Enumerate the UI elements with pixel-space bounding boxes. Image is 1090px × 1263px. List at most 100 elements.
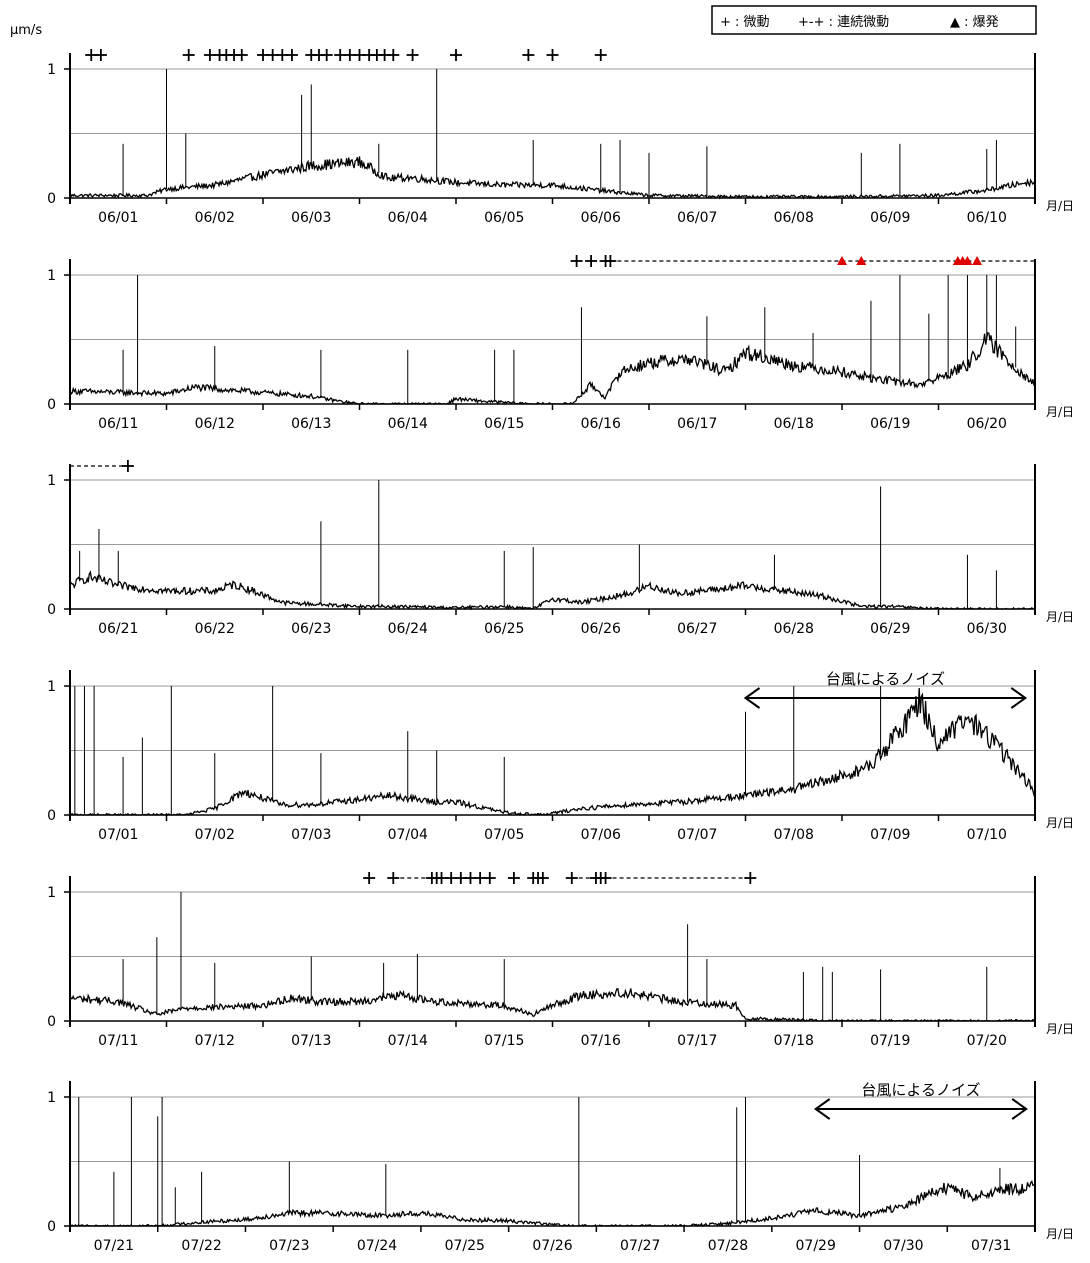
x-tick-label: 06/19 [870,416,910,432]
annotation-arrow-left-head [743,687,761,709]
x-tick-label: 07/27 [620,1238,660,1254]
annotation-arrow-right-head [1011,1098,1028,1120]
x-tick-label: 07/17 [677,1033,717,1049]
panel-5: 0 1 07/11 07/12 07/13 07/14 07/15 07/16 07/17 07/… [47,872,1074,1049]
amplitude-trace [69,156,1036,200]
x-tick-label: 07/04 [388,827,428,843]
x-tick-label: 07/10 [967,827,1007,843]
x-tick-label: 07/30 [883,1238,923,1254]
amplitude-trace [69,331,1036,406]
x-tick-label: 07/26 [532,1238,572,1254]
x-tick-label: 06/23 [291,621,331,637]
x-tick-label: 07/15 [484,1033,524,1049]
annotation-arrow-right-head [1010,687,1028,709]
x-unit-label: 月/日 [1046,610,1074,624]
x-tick-label: 06/17 [677,416,717,432]
y-tick-label: 0 [47,1219,56,1235]
y-tick-label: 1 [47,1090,56,1106]
x-tick-label: 07/25 [445,1238,485,1254]
y-tick-label: 1 [47,679,56,695]
x-tick-label: 06/12 [195,416,235,432]
x-tick-label: 06/24 [388,621,428,637]
amplitude-trace [69,687,1036,817]
x-tick-label: 07/03 [291,827,331,843]
y-tick-label: 0 [47,191,56,207]
x-tick-label: 07/31 [971,1238,1011,1254]
x-tick-label: 07/05 [484,827,524,843]
x-tick-label: 06/22 [195,621,235,637]
x-tick-label: 06/08 [774,210,814,226]
x-unit-label: 月/日 [1046,816,1074,830]
y-tick-label: 1 [47,473,56,489]
x-tick-label: 07/18 [774,1033,814,1049]
x-tick-label: 07/12 [195,1033,235,1049]
eruption-marker [962,256,973,265]
panel-1: 0 1 06/01 06/02 06/03 06/04 06/05 06/06 06/07 06/… [47,49,1074,226]
x-tick-label: 06/18 [774,416,814,432]
y-tick-label: 0 [47,808,56,824]
x-tick-label: 07/23 [269,1238,309,1254]
x-tick-label: 07/29 [796,1238,836,1254]
y-tick-label: 0 [47,602,56,618]
x-tick-label: 07/24 [357,1238,397,1254]
eruption-marker [837,256,847,265]
x-tick-label: 06/02 [195,210,235,226]
x-tick-label: 06/09 [870,210,910,226]
x-tick-label: 06/26 [581,621,621,637]
x-tick-label: 07/07 [677,827,717,843]
amplitude-trace [69,570,1035,611]
x-tick-label: 06/20 [967,416,1007,432]
legend-tremor-label: + : 微動 [720,15,770,30]
x-tick-label: 06/27 [677,621,717,637]
x-tick-label: 06/15 [484,416,524,432]
x-unit-label: 月/日 [1046,1022,1074,1036]
legend-box [711,5,1037,35]
x-tick-label: 06/11 [98,416,138,432]
panel-2: 0 1 06/11 06/12 06/13 06/14 06/15 06/16 06/17 06/… [47,255,1074,432]
x-tick-label: 06/07 [677,210,717,226]
x-tick-label: 06/14 [388,416,428,432]
x-tick-label: 06/29 [870,621,910,637]
x-tick-label: 07/06 [581,827,621,843]
x-tick-label: 06/06 [581,210,621,226]
x-tick-label: 06/03 [291,210,331,226]
x-tick-label: 06/13 [291,416,331,432]
x-tick-label: 06/04 [388,210,428,226]
x-tick-label: 06/05 [484,210,524,226]
x-tick-label: 07/02 [195,827,235,843]
x-tick-label: 07/08 [774,827,814,843]
x-tick-label: 07/09 [870,827,910,843]
y-tick-label: 0 [47,1014,56,1030]
annotation-label: 台風によるノイズ [826,670,945,688]
legend-eruption-label: ▲ : 爆発 [950,15,999,30]
annotation-arrow-left-head [813,1098,831,1120]
x-tick-label: 07/28 [708,1238,748,1254]
x-tick-label: 06/01 [98,210,138,226]
y-tick-label: 1 [47,268,56,284]
annotation-label: 台風によるノイズ [861,1081,980,1099]
panel-3: 0 1 06/21 06/22 06/23 06/24 06/25 06/26 06/27 06/… [47,460,1074,637]
x-tick-label: 07/11 [98,1033,138,1049]
x-tick-label: 06/30 [967,621,1007,637]
x-tick-label: 07/21 [94,1238,134,1254]
x-tick-label: 07/01 [98,827,138,843]
x-tick-label: 07/16 [581,1033,621,1049]
y-tick-label: 1 [47,62,56,78]
amplitude-trace [69,988,1036,1023]
x-tick-label: 06/28 [774,621,814,637]
x-tick-label: 07/19 [870,1033,910,1049]
legend-continuous-label: +-+ : 連続微動 [798,15,889,30]
x-tick-label: 06/16 [581,416,621,432]
eruption-marker [972,256,983,265]
legend: + : 微動 +-+ : 連続微動 ▲ : 爆発 [711,5,1037,35]
y-tick-label: 1 [47,885,56,901]
y-unit-label: μm/s [10,23,42,38]
chart-panels: 0 1 06/01 06/02 06/03 06/04 06/05 06/06 06/07 06/… [47,49,1074,1254]
x-tick-label: 06/21 [98,621,138,637]
amplitude-trace [69,1180,1036,1228]
x-unit-label: 月/日 [1046,199,1074,213]
x-tick-label: 07/14 [388,1033,428,1049]
panel-4: 0 1 07/01 07/02 07/03 07/04 07/05 07/06 07/07 07/… [47,670,1074,843]
x-tick-label: 07/22 [181,1238,221,1254]
